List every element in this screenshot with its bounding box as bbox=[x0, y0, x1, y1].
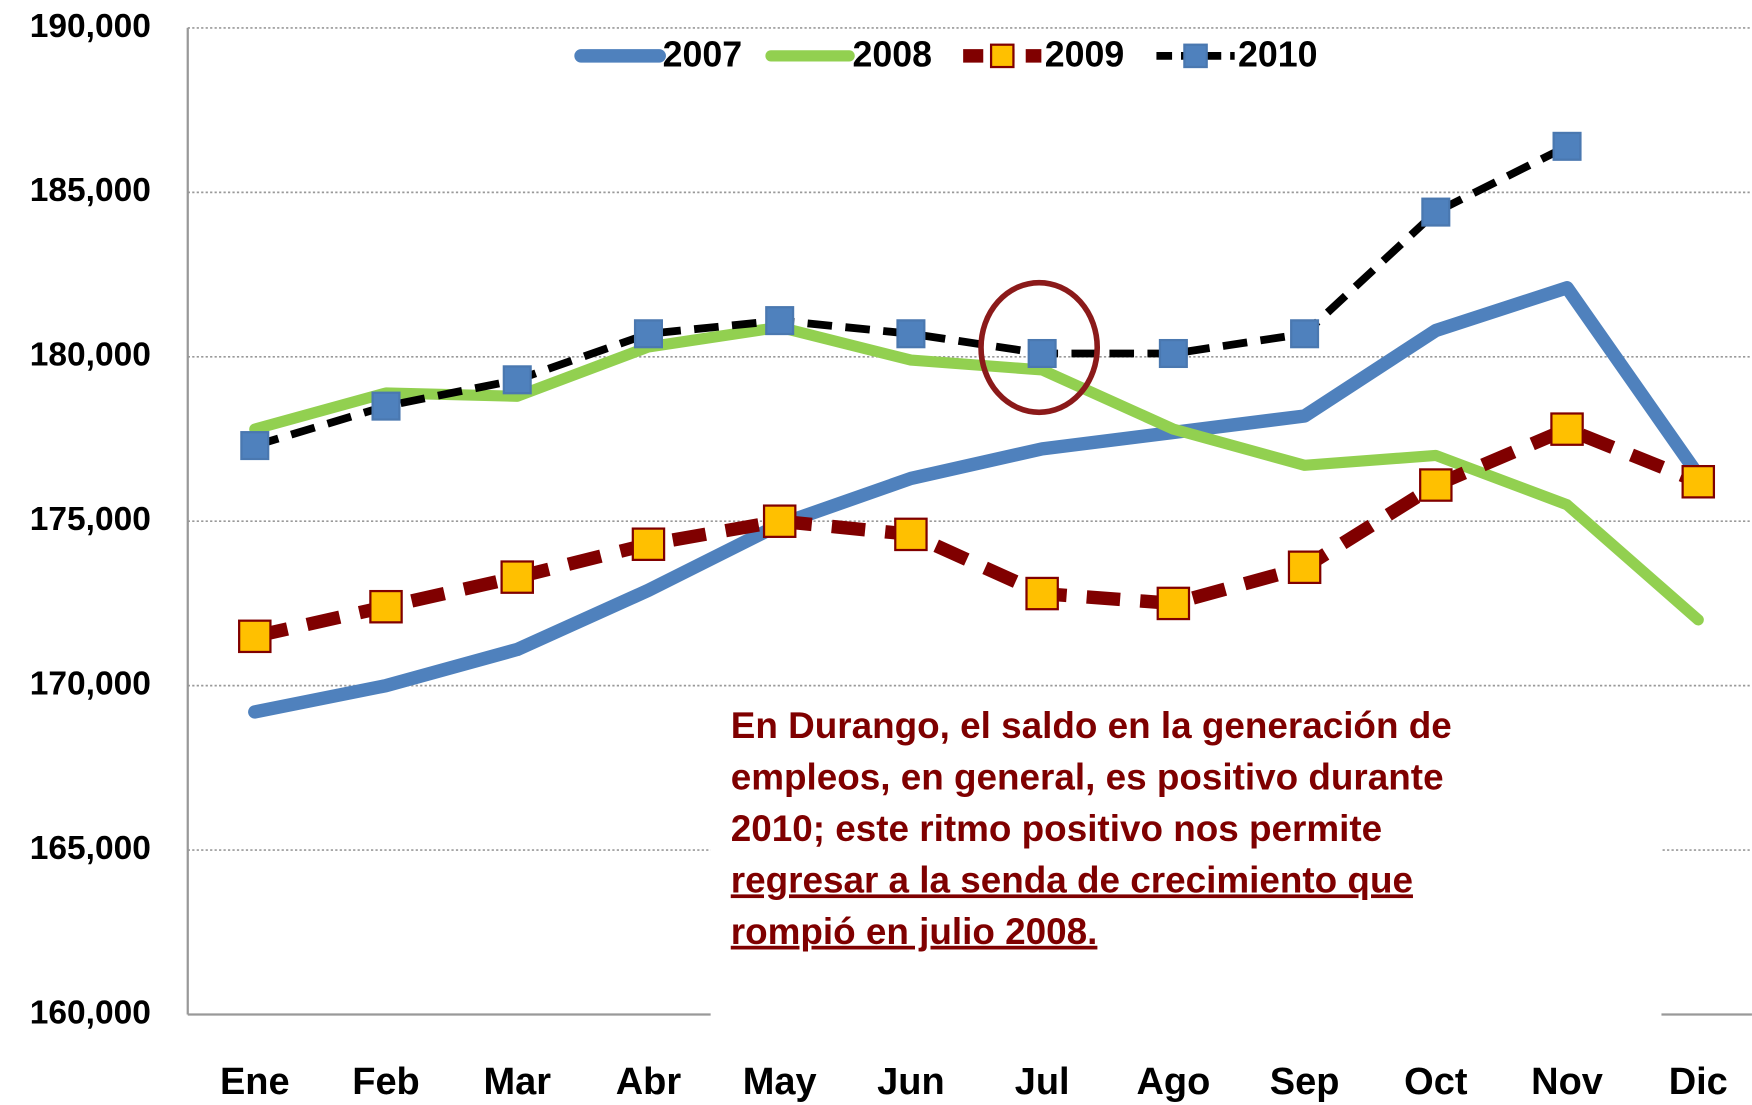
series-marker bbox=[1290, 319, 1320, 349]
x-tick-label: May bbox=[743, 1061, 817, 1103]
series-marker bbox=[1027, 338, 1057, 369]
x-tick-label: Jul bbox=[1015, 1061, 1070, 1103]
series-line bbox=[253, 142, 1569, 450]
series-marker bbox=[633, 319, 663, 349]
y-tick-label: 185,000 bbox=[30, 172, 151, 209]
x-tick-label: Feb bbox=[352, 1061, 420, 1103]
annotation-text: 2010; este ritmo positivo nos permite bbox=[731, 808, 1382, 849]
x-tick-label: Jun bbox=[877, 1061, 945, 1103]
annotation-text: rompió en julio 2008. bbox=[731, 911, 1098, 952]
series-line bbox=[249, 321, 1704, 626]
y-tick-label: 175,000 bbox=[30, 501, 151, 538]
x-tick-label: Abr bbox=[616, 1061, 682, 1103]
series-marker bbox=[1287, 550, 1322, 585]
legend-marker bbox=[1183, 43, 1208, 69]
series-marker bbox=[631, 527, 666, 561]
x-tick-label: Mar bbox=[483, 1061, 551, 1103]
y-tick-label: 180,000 bbox=[30, 337, 151, 374]
x-tick-label: Sep bbox=[1270, 1061, 1340, 1103]
annotation-text: En Durango, el saldo en la generación de bbox=[731, 705, 1452, 746]
series-marker bbox=[1025, 576, 1059, 611]
legend-label: 2007 bbox=[663, 34, 743, 74]
legend-label: 2008 bbox=[853, 34, 933, 74]
series-line bbox=[253, 422, 1701, 643]
series-marker bbox=[369, 589, 403, 624]
x-tick-label: Ene bbox=[220, 1061, 290, 1103]
series-marker bbox=[1419, 468, 1453, 502]
y-tick-label: 160,000 bbox=[30, 994, 151, 1031]
y-tick-label: 170,000 bbox=[30, 666, 151, 703]
x-tick-label: Dic bbox=[1669, 1061, 1728, 1103]
annotation-text: regresar a la senda de crecimiento que bbox=[731, 859, 1413, 900]
annotation-text: empleos, en general, es positivo durante bbox=[731, 757, 1444, 798]
series-marker bbox=[238, 619, 272, 654]
y-tick-label: 165,000 bbox=[30, 830, 151, 867]
x-tick-label: Ago bbox=[1136, 1061, 1210, 1103]
series-marker bbox=[500, 560, 534, 594]
legend-marker bbox=[989, 43, 1015, 69]
series-marker bbox=[762, 504, 797, 538]
series-marker bbox=[1681, 464, 1716, 499]
series-line bbox=[248, 281, 1705, 719]
legend-label: 2010 bbox=[1238, 34, 1318, 74]
series-marker bbox=[1156, 586, 1191, 621]
series-marker bbox=[896, 319, 926, 349]
series-marker bbox=[240, 431, 270, 461]
series-marker bbox=[765, 306, 795, 336]
x-tick-label: Oct bbox=[1404, 1061, 1468, 1103]
highlight-circle bbox=[978, 279, 1101, 416]
series-marker bbox=[1421, 197, 1451, 227]
legend-label: 2009 bbox=[1045, 34, 1125, 74]
series-marker bbox=[894, 517, 928, 552]
x-tick-label: Nov bbox=[1531, 1061, 1603, 1103]
y-tick-label: 190,000 bbox=[30, 8, 151, 45]
series-marker bbox=[1158, 338, 1188, 369]
series-marker bbox=[502, 365, 532, 395]
series-marker bbox=[371, 391, 401, 421]
series-marker bbox=[1550, 412, 1584, 446]
series-marker bbox=[1552, 131, 1582, 161]
annotation-box bbox=[710, 698, 1662, 1023]
